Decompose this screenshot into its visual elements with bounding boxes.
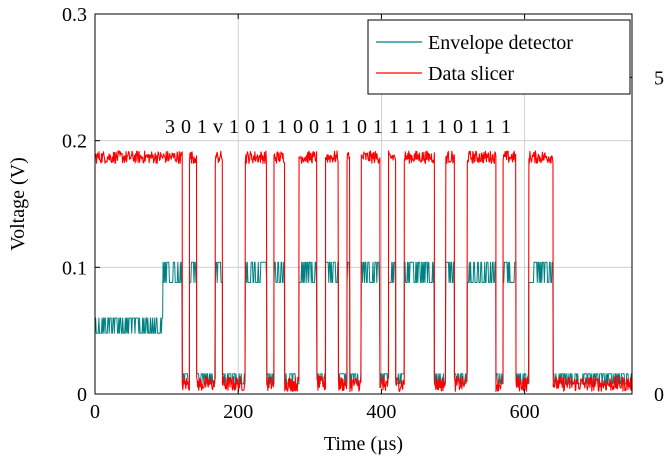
y-axis-title: Voltage (V) bbox=[7, 157, 29, 251]
y2-tick-label: 5 bbox=[654, 67, 664, 89]
x-tick-label: 400 bbox=[366, 401, 396, 423]
y2-tick-label: 0 bbox=[654, 384, 664, 406]
y-tick-label: 0 bbox=[77, 384, 87, 406]
x-axis-title: Time (µs) bbox=[324, 433, 403, 455]
legend: Envelope detector Data slicer bbox=[367, 19, 631, 95]
legend-box bbox=[367, 19, 631, 95]
x-tick-label: 0 bbox=[90, 401, 100, 423]
decoded-bits-annotation: 3 0 1 v 1 0 1 1 0 0 1 1 0 1 1 1 1 1 0 1 … bbox=[165, 116, 512, 138]
legend-label-data-slicer: Data slicer bbox=[428, 63, 514, 85]
y-tick-label: 0.3 bbox=[62, 4, 87, 26]
legend-label-envelope-detector: Envelope detector bbox=[428, 32, 573, 54]
axis-ticks: 0 200 400 600 0 0.1 0.2 0.3 0 5 bbox=[62, 4, 664, 423]
series-line-data-slicer bbox=[94, 150, 633, 392]
series-line-envelope-detector bbox=[94, 261, 633, 385]
x-tick-label: 200 bbox=[223, 401, 253, 423]
y-tick-label: 0.2 bbox=[62, 131, 87, 153]
plot-frame bbox=[94, 13, 633, 395]
x-tick-label: 600 bbox=[510, 401, 540, 423]
y-tick-label: 0.1 bbox=[62, 257, 87, 279]
series-layer bbox=[94, 150, 633, 392]
